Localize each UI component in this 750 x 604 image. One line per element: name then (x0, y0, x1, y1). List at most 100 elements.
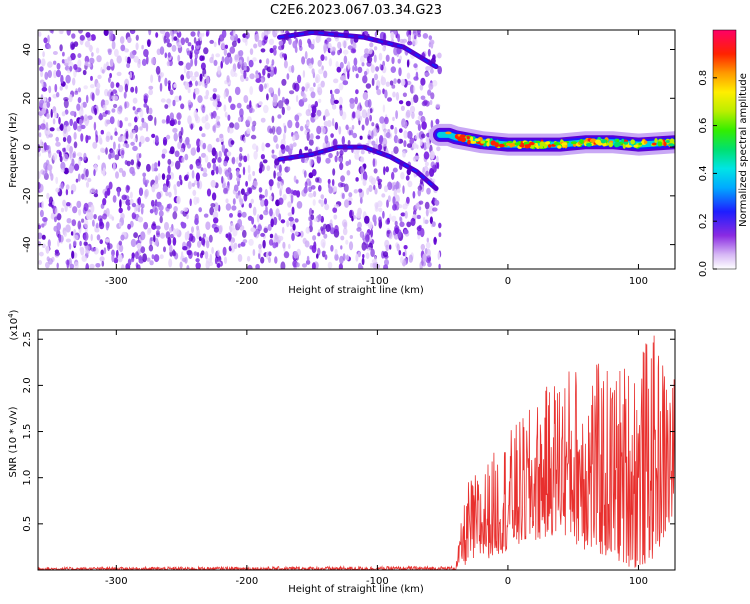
noise-speckle-dot (355, 109, 361, 119)
noise-speckle-dot (74, 90, 79, 95)
noise-speckle-dot (251, 120, 257, 126)
noise-speckle-dot (400, 212, 406, 217)
main-signal-speckle (625, 145, 632, 148)
noise-speckle-dot (336, 150, 339, 157)
noise-speckle-dot (189, 198, 192, 207)
noise-speckle-dot (327, 261, 333, 269)
noise-speckle-dot (140, 207, 144, 215)
noise-speckle-dot (68, 165, 74, 174)
noise-speckle-dot (340, 235, 345, 241)
main-signal-speckle (514, 142, 521, 146)
noise-speckle-dot (114, 48, 119, 58)
noise-speckle-dot (129, 30, 136, 35)
noise-speckle-dot (185, 136, 190, 145)
noise-speckle-dot (405, 109, 411, 118)
noise-speckle-dot (320, 194, 325, 200)
noise-speckle-dot (278, 235, 284, 241)
noise-speckle-dot (83, 152, 87, 161)
noise-speckle-dot (124, 160, 128, 165)
noise-speckle-dot (383, 185, 389, 193)
noise-speckle-dot (276, 171, 282, 177)
noise-speckle-dot (175, 160, 181, 170)
noise-speckle-dot (197, 80, 202, 86)
noise-speckle-dot (247, 264, 253, 269)
noise-speckle-dot (421, 261, 426, 267)
noise-speckle-dot (367, 109, 371, 117)
noise-speckle-dot (112, 89, 118, 94)
noise-speckle-dot (176, 180, 181, 187)
noise-speckle-dot (320, 54, 325, 61)
noise-speckle-dot (136, 242, 142, 250)
noise-speckle-dot (191, 226, 194, 234)
noise-speckle-dot (310, 91, 316, 99)
noise-speckle-dot (41, 223, 45, 228)
snr-series-line (38, 335, 675, 570)
noise-speckle-dot (324, 254, 328, 260)
noise-speckle-dot (224, 111, 228, 118)
noise-speckle-dot (397, 78, 401, 84)
noise-speckle-dot (181, 222, 187, 229)
noise-speckle-dot (81, 255, 87, 262)
main-signal-speckle (616, 138, 620, 143)
noise-speckle-dot (155, 135, 159, 144)
noise-speckle-dot (146, 257, 151, 262)
noise-speckle-dot (66, 202, 71, 207)
noise-speckle-dot (78, 158, 82, 167)
noise-speckle-dot (324, 135, 329, 144)
colorbar-tick-label: 0.0 (698, 261, 709, 277)
noise-speckle-dot (153, 234, 156, 243)
noise-speckle-dot (66, 259, 70, 269)
noise-speckle-dot (437, 52, 442, 59)
noise-speckle-dot (313, 217, 318, 222)
noise-speckle-dot (138, 187, 144, 196)
noise-speckle-dot (301, 56, 306, 65)
noise-speckle-dot (352, 41, 357, 51)
main-signal-speckle (579, 139, 584, 144)
noise-speckle-dot (259, 59, 262, 64)
spectrogram-x-tick-label: -100 (366, 276, 389, 287)
noise-speckle-dot (390, 66, 396, 73)
noise-speckle-dot (76, 103, 81, 111)
noise-speckle-dot (281, 78, 287, 86)
noise-speckle-dot (212, 110, 217, 119)
noise-speckle-dot (396, 137, 400, 144)
main-signal-speckle (570, 141, 578, 145)
noise-speckle-dot (280, 30, 283, 34)
noise-speckle-dot (438, 232, 442, 238)
main-signal-speckle (663, 141, 667, 147)
noise-speckle-dot (187, 42, 192, 47)
noise-speckle-dot (277, 181, 280, 189)
noise-speckle-dot (290, 194, 294, 204)
noise-speckle-dot (434, 199, 440, 206)
noise-speckle-dot (395, 181, 401, 190)
noise-speckle-dot (334, 253, 339, 261)
noise-speckle-dot (427, 261, 432, 268)
noise-speckle-dot (392, 196, 396, 205)
noise-speckle-dot (73, 41, 79, 47)
noise-speckle-dot (245, 32, 250, 39)
noise-speckle-dot (138, 256, 143, 261)
noise-speckle-dot (123, 91, 127, 99)
noise-speckle-dot (413, 30, 419, 37)
noise-speckle-dot (148, 30, 152, 36)
noise-speckle-dot (359, 197, 363, 204)
main-signal-speckle (474, 138, 481, 142)
noise-speckle-dot (292, 223, 296, 231)
noise-speckle-dot (393, 188, 397, 198)
noise-speckle-dot (295, 121, 300, 129)
main-signal-speckle (506, 142, 511, 146)
noise-speckle-dot (295, 179, 299, 184)
noise-speckle-dot (38, 181, 41, 190)
noise-speckle-dot (390, 124, 394, 130)
spectrogram-y-ticks: -40 -20 0 20 40 (22, 43, 675, 253)
noise-speckle-dot (212, 100, 218, 107)
noise-speckle-dot (403, 229, 409, 235)
upper-branch-trace-core (278, 31, 438, 68)
noise-speckle-dot (391, 171, 395, 180)
noise-speckle-dot (119, 36, 125, 44)
noise-speckle-dot (230, 103, 236, 111)
noise-speckle-dot (429, 167, 435, 177)
noise-speckle-dot (93, 214, 97, 220)
noise-speckle-dot (107, 91, 111, 97)
noise-speckle-dot (124, 101, 127, 109)
